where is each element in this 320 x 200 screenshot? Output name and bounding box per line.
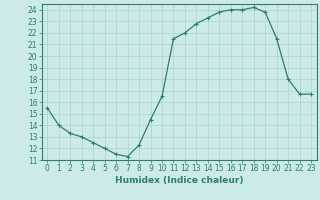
X-axis label: Humidex (Indice chaleur): Humidex (Indice chaleur)	[115, 176, 244, 185]
